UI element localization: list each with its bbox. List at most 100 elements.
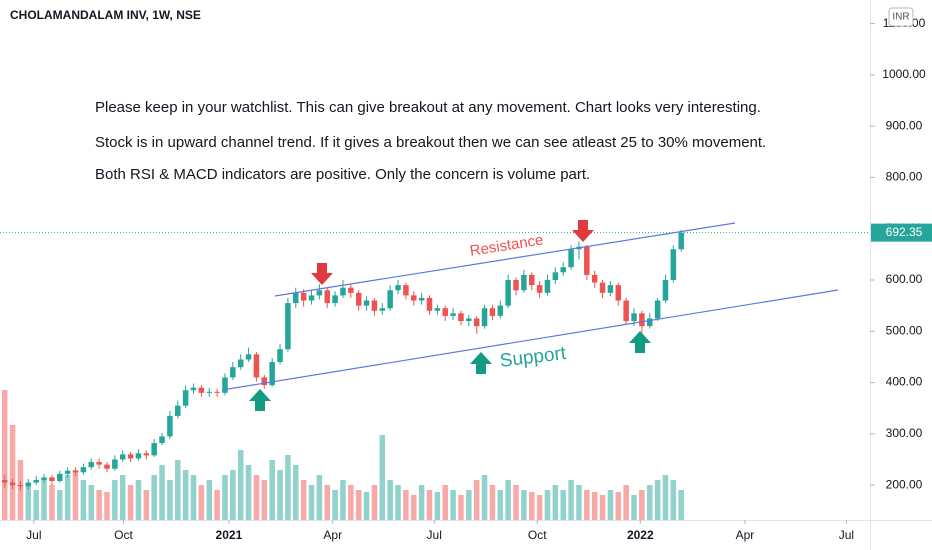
candle-body (678, 232, 684, 250)
currency-badge (888, 7, 914, 27)
volume-bar (33, 490, 39, 520)
down-arrow (572, 220, 594, 242)
volume-bar (371, 485, 378, 520)
last-price-label: 692.35 (886, 225, 923, 239)
volume-bar (355, 490, 362, 520)
volume-bar (411, 495, 417, 520)
volume-bar (403, 490, 409, 520)
candle-body (198, 387, 205, 393)
candle-body (473, 318, 480, 327)
volume-bar (552, 485, 559, 520)
candle-body (41, 477, 47, 480)
volume-bar (544, 490, 551, 520)
candle-body (49, 477, 55, 482)
candle-body (591, 274, 598, 283)
volume-bar (49, 485, 55, 520)
volume-bar (1, 390, 8, 520)
candle-body (64, 470, 71, 474)
candle-body (72, 470, 79, 473)
volume-bar (300, 480, 307, 520)
support-line (221, 289, 839, 391)
currency-label: INR (892, 12, 909, 23)
candle-body (505, 280, 511, 306)
volume-bar (481, 475, 488, 520)
candle-body (403, 285, 409, 296)
volume-bar (151, 475, 157, 520)
candle-body (662, 280, 669, 301)
volume-bar (198, 485, 205, 520)
candle-body (1, 480, 8, 483)
volume-bar (104, 492, 110, 520)
volume-bar (458, 495, 464, 520)
volume-bar (324, 485, 330, 520)
candle-body (442, 308, 448, 316)
candle-body (529, 274, 535, 286)
candle-body (340, 287, 346, 296)
volume-bar (646, 485, 653, 520)
candle-body (159, 436, 165, 444)
volume-layer (1, 390, 684, 520)
candle-body (497, 305, 504, 316)
candle-body (293, 292, 299, 304)
volume-bar (222, 475, 228, 520)
volume-bar (591, 492, 598, 520)
volume-bar (230, 470, 236, 520)
candle-body (418, 297, 425, 301)
volume-bar (88, 485, 95, 520)
candle-body (285, 303, 291, 350)
candle-body (584, 246, 590, 275)
candle-body (261, 377, 268, 386)
volume-bar (214, 490, 220, 520)
volume-bar (654, 480, 661, 520)
candle-body (639, 313, 645, 327)
volume-bar (639, 490, 645, 520)
y-tick-label: 200.00 (886, 477, 923, 491)
candle-body (363, 300, 370, 306)
candle-body (355, 292, 362, 306)
volume-bar (269, 460, 275, 520)
volume-bar (25, 485, 32, 520)
candle-body (9, 482, 16, 486)
volume-bar (623, 485, 629, 520)
volume-bar (607, 490, 614, 520)
candle-body (536, 285, 543, 293)
candle-body (379, 308, 386, 311)
volume-bar (536, 495, 543, 520)
up-arrow (470, 352, 492, 374)
candle-body (167, 415, 173, 437)
volume-bar (237, 450, 244, 520)
volume-bar (119, 475, 126, 520)
volume-bar (379, 435, 386, 520)
candle-body (277, 349, 283, 363)
candle-body (324, 290, 330, 304)
candle-body (489, 308, 496, 316)
candle-body (623, 300, 629, 322)
volume-bar (80, 480, 87, 520)
candle-body (670, 249, 677, 280)
volume-bar (505, 480, 511, 520)
candle-body (395, 285, 401, 291)
volume-bar (182, 470, 189, 520)
candle-body (253, 354, 260, 378)
y-tick-label: 1000.00 (882, 67, 926, 81)
candle-body (182, 390, 189, 406)
volume-bar (434, 492, 441, 520)
y-tick-label: 800.00 (886, 170, 923, 184)
volume-bar (442, 485, 448, 520)
candle-body (33, 480, 39, 483)
volume-bar (576, 485, 582, 520)
candle-body (237, 359, 244, 368)
volume-bar (308, 485, 315, 520)
candle-body (544, 280, 551, 293)
up-arrow (249, 389, 271, 411)
last-price-tag (871, 223, 932, 242)
candle-body (190, 387, 197, 391)
x-tick-label: Apr (323, 528, 342, 542)
volume-bar (348, 485, 354, 520)
candle-body (151, 443, 157, 456)
volume-bar (497, 490, 504, 520)
candle-body (646, 318, 653, 327)
volume-bar (529, 492, 535, 520)
candle-body (222, 377, 228, 393)
